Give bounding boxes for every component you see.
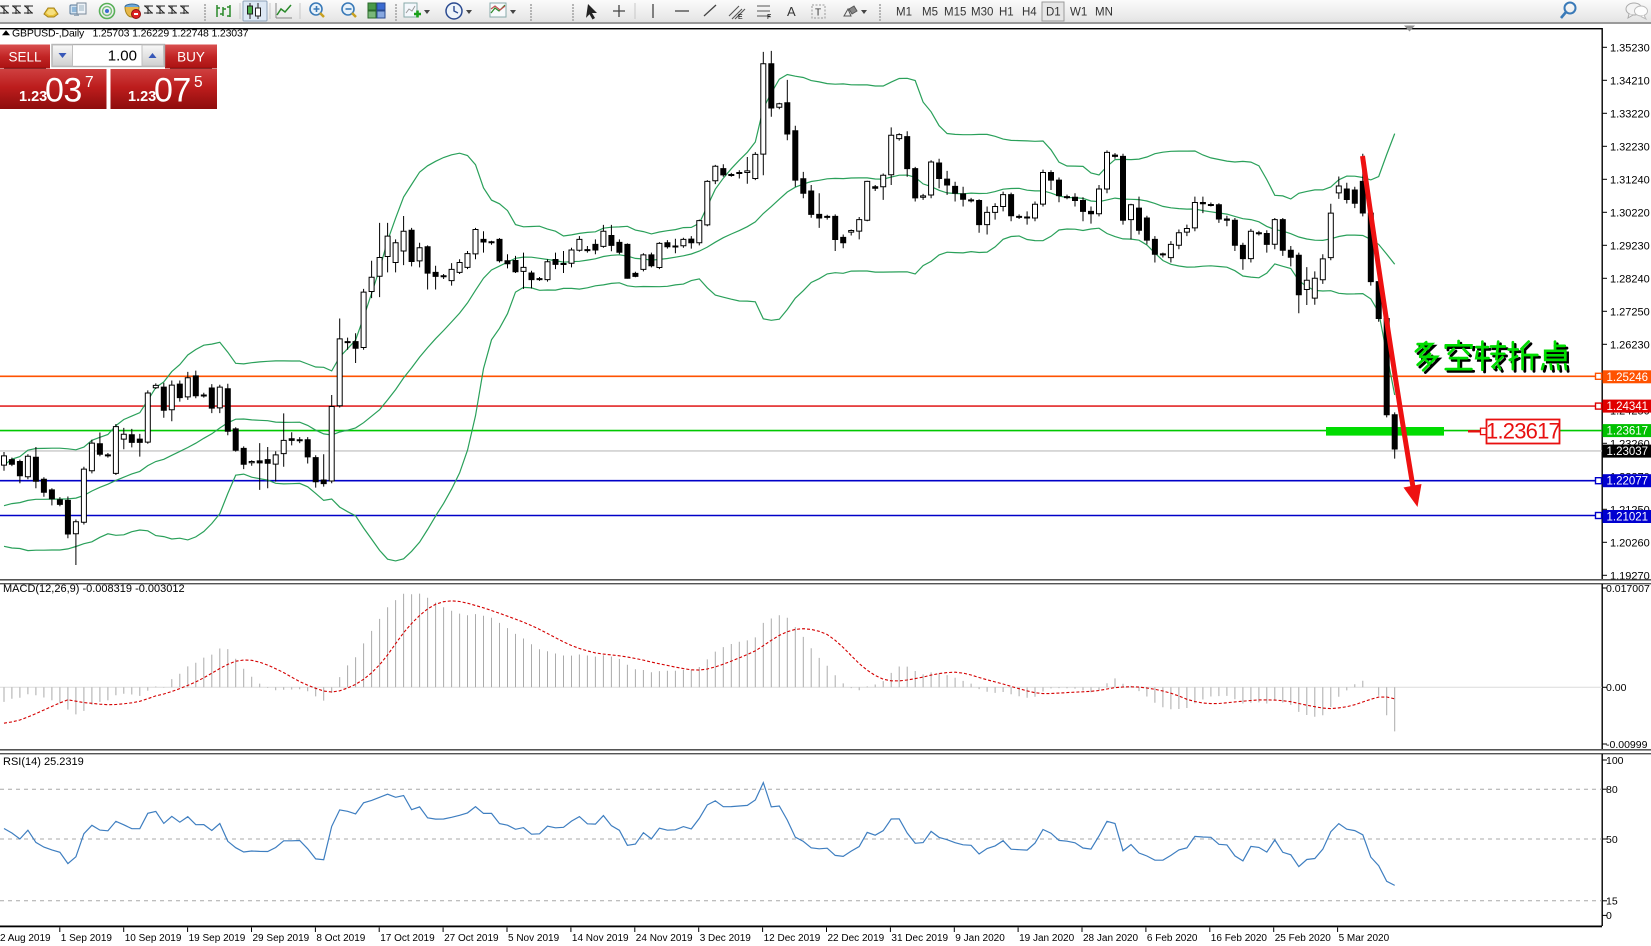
svg-text:W1: W1	[1070, 7, 1087, 19]
svg-text:1.23617: 1.23617	[1607, 426, 1649, 438]
svg-text:1.23: 1.23	[128, 89, 156, 105]
svg-text:28 Jan 2020: 28 Jan 2020	[1083, 933, 1138, 944]
svg-text:1.28240: 1.28240	[1610, 273, 1650, 285]
svg-text:1.29230: 1.29230	[1610, 240, 1650, 252]
svg-text:1.21021: 1.21021	[1607, 512, 1649, 524]
svg-text:50: 50	[1606, 834, 1618, 846]
svg-text:1.32230: 1.32230	[1610, 141, 1650, 153]
svg-text:12 Dec 2019: 12 Dec 2019	[764, 933, 821, 944]
svg-text:9 Jan 2020: 9 Jan 2020	[955, 933, 1005, 944]
svg-text:6 Feb 2020: 6 Feb 2020	[1147, 933, 1198, 944]
svg-text:0.00: 0.00	[1606, 682, 1627, 694]
svg-text:1.19270: 1.19270	[1610, 570, 1650, 582]
svg-text:1.35230: 1.35230	[1610, 42, 1650, 54]
svg-text:17 Oct 2019: 17 Oct 2019	[380, 933, 435, 944]
svg-text:A: A	[787, 4, 796, 19]
svg-text:T: T	[815, 8, 821, 19]
svg-text:MN: MN	[1095, 7, 1113, 19]
svg-text:5 Mar 2020: 5 Mar 2020	[1339, 933, 1390, 944]
svg-text:H1: H1	[999, 7, 1014, 19]
svg-text:2 Aug 2019: 2 Aug 2019	[0, 933, 51, 944]
svg-text:F: F	[767, 14, 771, 21]
svg-text:1.30220: 1.30220	[1610, 207, 1650, 219]
svg-text:19 Jan 2020: 19 Jan 2020	[1019, 933, 1074, 944]
svg-text:1.23: 1.23	[19, 89, 47, 105]
svg-text:0.017007: 0.017007	[1606, 583, 1650, 595]
svg-text:1.31240: 1.31240	[1610, 174, 1650, 186]
svg-text:1.24341: 1.24341	[1607, 401, 1649, 413]
svg-text:1.23037: 1.23037	[1607, 446, 1649, 458]
svg-text:1.22077: 1.22077	[1607, 476, 1649, 488]
svg-text:7: 7	[85, 74, 94, 91]
svg-text:SELL: SELL	[8, 50, 42, 65]
svg-text:0: 0	[1606, 910, 1612, 922]
svg-text:MACD(12,26,9) -0.008319 -0.003: MACD(12,26,9) -0.008319 -0.003012	[3, 583, 185, 595]
svg-text:GBPUSD-,Daily 1.25703 1.2622: GBPUSD-,Daily 1.25703 1.26229 1.22748 1.…	[12, 28, 249, 40]
svg-text:1.25246: 1.25246	[1607, 372, 1649, 384]
svg-text:5: 5	[194, 74, 203, 91]
svg-text:29 Sep 2019: 29 Sep 2019	[253, 933, 310, 944]
svg-text:07: 07	[154, 72, 191, 110]
svg-text:25 Feb 2020: 25 Feb 2020	[1275, 933, 1332, 944]
svg-text:BUY: BUY	[177, 50, 205, 65]
svg-text:31 Dec 2019: 31 Dec 2019	[891, 933, 948, 944]
svg-text:3 Dec 2019: 3 Dec 2019	[700, 933, 752, 944]
svg-text:1.20260: 1.20260	[1610, 537, 1650, 549]
svg-text:1.23617: 1.23617	[1486, 419, 1560, 444]
svg-text:RSI(14) 25.2319: RSI(14) 25.2319	[3, 756, 84, 768]
svg-text:19 Sep 2019: 19 Sep 2019	[189, 933, 246, 944]
svg-text:1.26230: 1.26230	[1610, 339, 1650, 351]
svg-text:1.27250: 1.27250	[1610, 306, 1650, 318]
svg-text:M5: M5	[922, 7, 938, 19]
svg-text:1 Sep 2019: 1 Sep 2019	[61, 933, 113, 944]
svg-text:E: E	[738, 14, 743, 21]
svg-text:-0.00999: -0.00999	[1606, 739, 1648, 751]
svg-text:5 Nov 2019: 5 Nov 2019	[508, 933, 560, 944]
svg-text:16 Feb 2020: 16 Feb 2020	[1211, 933, 1268, 944]
svg-text:D1: D1	[1046, 7, 1061, 19]
svg-text:22 Dec 2019: 22 Dec 2019	[828, 933, 885, 944]
svg-text:80: 80	[1606, 784, 1618, 796]
svg-text:24 Nov 2019: 24 Nov 2019	[636, 933, 693, 944]
svg-text:100: 100	[1606, 755, 1624, 767]
svg-text:1.00: 1.00	[108, 48, 137, 65]
svg-text:M1: M1	[896, 7, 912, 19]
svg-text:14 Nov 2019: 14 Nov 2019	[572, 933, 629, 944]
svg-text:10 Sep 2019: 10 Sep 2019	[125, 933, 182, 944]
svg-text:M15: M15	[944, 7, 966, 19]
svg-text:1.33220: 1.33220	[1610, 108, 1650, 120]
svg-text:8 Oct 2019: 8 Oct 2019	[316, 933, 365, 944]
svg-text:03: 03	[45, 72, 82, 110]
svg-text:15: 15	[1606, 896, 1618, 908]
svg-text:27 Oct 2019: 27 Oct 2019	[444, 933, 499, 944]
svg-text:H4: H4	[1022, 7, 1037, 19]
svg-text:M30: M30	[971, 7, 993, 19]
svg-text:1.34210: 1.34210	[1610, 75, 1650, 87]
